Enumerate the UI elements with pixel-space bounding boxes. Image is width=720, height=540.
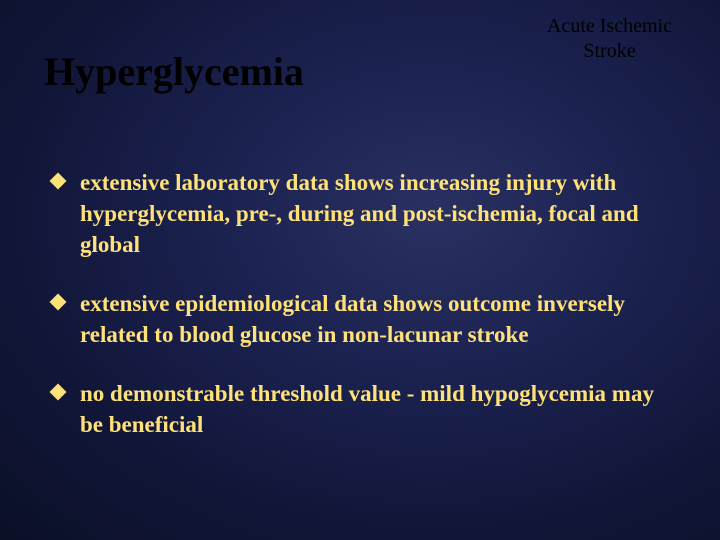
bullet-text: no demonstrable threshold value - mild h… (80, 378, 676, 440)
list-item: no demonstrable threshold value - mild h… (52, 378, 676, 440)
slide: Acute Ischemic Stroke Hyperglycemia exte… (0, 0, 720, 540)
diamond-bullet-icon (50, 173, 67, 190)
list-item: extensive laboratory data shows increasi… (52, 167, 676, 260)
corner-label-line2: Stroke (547, 39, 672, 64)
list-item: extensive epidemiological data shows out… (52, 288, 676, 350)
corner-label: Acute Ischemic Stroke (547, 14, 672, 64)
bullet-text: extensive epidemiological data shows out… (80, 288, 676, 350)
diamond-bullet-icon (50, 294, 67, 311)
diamond-bullet-icon (50, 384, 67, 401)
corner-label-line1: Acute Ischemic (547, 14, 672, 39)
bullet-list: extensive laboratory data shows increasi… (44, 167, 676, 440)
bullet-text: extensive laboratory data shows increasi… (80, 167, 676, 260)
